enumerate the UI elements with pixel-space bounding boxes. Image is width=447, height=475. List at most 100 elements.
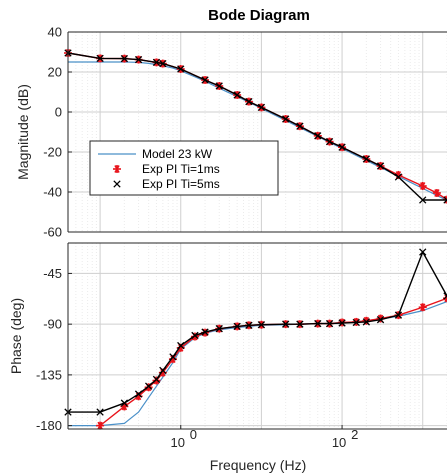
magnitude-point-ti5	[282, 115, 290, 123]
phase-point-ti5-stroke	[201, 328, 209, 336]
legend: Model 23 kW Exp PI Ti=1ms Exp PI Ti=5ms	[89, 140, 279, 196]
magnitude-y-tick-label: 40	[48, 25, 62, 40]
magnitude-point-ti1-stroke	[444, 195, 447, 202]
phase-point-ti1-stroke	[444, 296, 447, 303]
magnitude-point-ti1	[418, 182, 427, 190]
magnitude-point-ti5-stroke	[325, 137, 334, 146]
legend-asterisk-marker	[113, 165, 121, 173]
magnitude-point-ti5	[443, 196, 447, 204]
phase-point-ti5-stroke	[144, 382, 153, 390]
magnitude-point-ti5-stroke	[159, 59, 167, 68]
phase-point-ti5	[338, 319, 346, 327]
phase-point-ti5	[134, 390, 143, 398]
magnitude-y-tick-label: 0	[55, 105, 62, 120]
phase-point-ti5-stroke	[134, 390, 143, 398]
phase-point-ti5	[159, 366, 167, 375]
phase-y-ticks: -45 -90 -135 -180	[36, 266, 72, 433]
phase-point-ti5-stroke	[152, 375, 161, 384]
magnitude-point-ti5-stroke	[282, 115, 290, 123]
magnitude-point-ti5-stroke	[443, 199, 447, 204]
phase-point-ti5	[362, 318, 371, 326]
phase-point-ti5-stroke	[362, 318, 371, 326]
magnitude-point-ti5-stroke	[362, 155, 371, 163]
magnitude-point-ti5	[338, 143, 346, 151]
x-tick-exponent: 2	[351, 427, 358, 442]
magnitude-y-tick-label: 20	[48, 65, 62, 80]
magnitude-point-ti5-stroke	[134, 55, 143, 64]
magnitude-point-ti5	[96, 54, 104, 63]
magnitude-point-ti5-stroke	[152, 58, 161, 67]
x-tick-exponent: 0	[190, 427, 197, 442]
phase-y-tick-label: -45	[43, 266, 62, 281]
phase-point-ti5	[201, 328, 209, 336]
magnitude-point-ti5	[152, 58, 161, 67]
magnitude-point-ti5	[362, 155, 371, 163]
x-tick-labels: 10 0 10 2	[171, 425, 358, 450]
phase-point-ti5-stroke	[120, 399, 129, 407]
magnitude-point-ti5-stroke	[419, 196, 427, 204]
magnitude-ylabel: Magnitude (dB)	[15, 84, 31, 180]
phase-point-ti5	[152, 375, 161, 384]
phase-point-ti5	[245, 321, 253, 329]
x-tick-label: 10	[332, 435, 346, 450]
phase-point-ti1	[96, 421, 105, 430]
phase-point-ti1-stroke	[444, 294, 447, 300]
phase-series	[64, 248, 447, 430]
magnitude-point-ti5-stroke	[233, 91, 241, 99]
phase-point-ti5-stroke	[159, 366, 167, 375]
phase-point-ti5	[352, 318, 360, 327]
phase-point-ti5-stroke	[325, 319, 334, 328]
legend-label-ti1: Exp PI Ti=1ms	[142, 162, 220, 176]
phase-point-ti5	[376, 315, 385, 324]
legend-x-marker	[113, 180, 121, 188]
phase-point-ti1	[418, 303, 427, 312]
phase-point-ti5-stroke	[177, 341, 185, 350]
magnitude-point-ti5	[376, 162, 385, 170]
legend-swatch-ti1	[113, 165, 121, 173]
phase-point-ti5-stroke	[96, 408, 104, 416]
phase-point-ti5-stroke	[257, 321, 266, 329]
chart-title: Bode Diagram	[208, 7, 310, 24]
phase-point-ti5	[233, 322, 241, 331]
magnitude-point-ti5-stroke	[120, 54, 129, 63]
phase-point-ti5-stroke	[296, 320, 304, 328]
legend-label-ti5: Exp PI Ti=5ms	[142, 177, 220, 191]
phase-point-ti5	[215, 325, 223, 333]
magnitude-point-ti5	[120, 54, 129, 63]
phase-point-ti5-stroke	[314, 319, 322, 328]
magnitude-point-ti5-stroke	[296, 122, 304, 130]
x-axis-label: Frequency (Hz)	[210, 457, 306, 473]
magnitude-point-ti5	[201, 76, 209, 84]
magnitude-series	[64, 49, 447, 204]
phase-point-ti5	[120, 399, 129, 407]
magnitude-point-ti5	[325, 137, 334, 146]
phase-point-ti5	[443, 292, 447, 300]
magnitude-point-ti1	[432, 189, 441, 197]
magnitude-series-line-ti5	[67, 52, 447, 201]
phase-point-ti5-stroke	[191, 331, 199, 340]
phase-point-ti5-stroke	[245, 321, 253, 329]
phase-point-ti5	[177, 341, 185, 350]
magnitude-point-ti5	[177, 65, 185, 73]
phase-point-ti5	[96, 408, 104, 416]
phase-point-ti5	[144, 382, 153, 390]
phase-point-ti5-stroke	[394, 311, 403, 319]
magnitude-point-ti5-stroke	[245, 97, 253, 106]
magnitude-point-ti5-stroke	[314, 132, 322, 140]
phase-point-ti5-stroke	[282, 320, 290, 328]
phase-point-ti5	[282, 320, 290, 328]
magnitude-point-ti5	[159, 59, 167, 68]
magnitude-point-ti5-stroke	[376, 162, 385, 170]
phase-point-ti5-stroke	[419, 248, 427, 256]
phase-point-ti5	[394, 311, 403, 319]
phase-point-ti5-stroke	[338, 319, 346, 327]
phase-point-ti5-stroke	[443, 295, 447, 300]
magnitude-point-ti5	[257, 103, 266, 112]
magnitude-point-ti5-stroke	[443, 196, 447, 201]
magnitude-point-ti5	[419, 196, 427, 204]
magnitude-point-ti5-stroke	[177, 65, 185, 73]
magnitude-y-tick-label: -60	[43, 225, 62, 240]
phase-point-ti5-stroke	[352, 318, 360, 327]
magnitude-point-ti5	[233, 91, 241, 99]
phase-point-ti5	[296, 320, 304, 328]
